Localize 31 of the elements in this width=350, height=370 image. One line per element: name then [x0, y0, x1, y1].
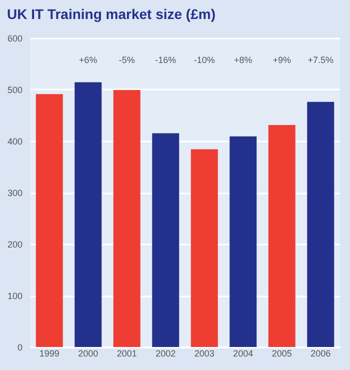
annotation: -16%	[155, 55, 176, 65]
annotation: +7.5%	[308, 55, 334, 65]
x-tick-label: 2001	[116, 348, 137, 358]
bar	[190, 149, 218, 347]
x-tick-label: 2003	[194, 348, 214, 358]
y-tick-label: 100	[7, 291, 22, 301]
bar	[113, 90, 140, 347]
annotation: +6%	[78, 55, 98, 65]
y-tick-label: 0	[17, 342, 22, 352]
annotation: +9%	[272, 55, 292, 65]
x-tick-label: 2002	[156, 348, 176, 358]
bar	[152, 133, 180, 347]
annotation: +8%	[234, 55, 252, 65]
annotation: -5%	[118, 55, 135, 65]
x-tick-label: 2006	[310, 348, 331, 358]
bar	[36, 94, 63, 347]
y-tick-label: 600	[7, 34, 22, 44]
x-tick-label: 2005	[272, 348, 292, 358]
bar	[230, 136, 257, 347]
y-tick-label: 400	[7, 136, 22, 146]
y-tick-label: 200	[7, 240, 22, 250]
chart-title: UK IT Training market size (£m)	[6, 6, 216, 22]
bar	[74, 82, 102, 347]
y-tick-label: 500	[7, 85, 22, 95]
bar	[268, 125, 296, 347]
x-tick-label: 2000	[78, 348, 98, 358]
x-tick-label: 1999	[39, 348, 60, 358]
y-tick-label: 300	[7, 188, 22, 198]
bar	[307, 102, 334, 347]
annotation: -10%	[194, 55, 215, 65]
x-tick-label: 2004	[233, 348, 254, 358]
